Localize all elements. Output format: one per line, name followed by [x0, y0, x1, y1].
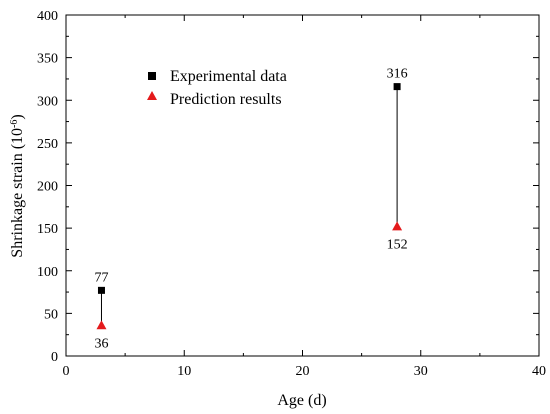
legend: Experimental data Prediction results — [147, 68, 287, 108]
y-tick-label: 350 — [37, 52, 58, 67]
plot-frame — [65, 14, 540, 357]
y-tick-label: 400 — [37, 9, 58, 24]
prediction-value-label: 152 — [387, 237, 408, 252]
experimental-value-label: 316 — [387, 67, 408, 82]
legend-label-prediction: Prediction results — [170, 91, 282, 108]
y-tick-label: 100 — [37, 265, 58, 280]
data-markers — [96, 83, 403, 330]
data-labels: 77 316 36 152 — [94, 67, 407, 352]
y-tick-label: 200 — [37, 180, 58, 195]
y-tick-label: 50 — [44, 307, 58, 322]
x-tick-label: 0 — [63, 364, 70, 379]
x-tick-label: 20 — [296, 364, 310, 379]
experimental-point — [97, 286, 105, 294]
y-tick-label: 0 — [51, 350, 58, 365]
connector-lines — [100, 86, 398, 326]
legend-square-icon — [148, 72, 156, 80]
x-axis-label: Age (d) — [277, 392, 326, 409]
legend-label-experimental: Experimental data — [170, 68, 287, 85]
y-axis-label: Shrinkage strain (10-6) — [9, 114, 27, 257]
legend-triangle-icon — [147, 91, 157, 100]
experimental-point — [393, 83, 401, 91]
y-tick-label: 150 — [37, 222, 58, 237]
prediction-point — [96, 320, 107, 330]
prediction-value-label: 36 — [94, 336, 108, 351]
x-tick-label: 40 — [532, 364, 546, 379]
y-tick-label: 300 — [37, 94, 58, 109]
experimental-value-label: 77 — [94, 270, 108, 285]
x-tick-label: 30 — [414, 364, 428, 379]
prediction-point — [392, 221, 403, 231]
y-tick-label: 250 — [37, 137, 58, 152]
x-tick-label: 10 — [177, 364, 191, 379]
